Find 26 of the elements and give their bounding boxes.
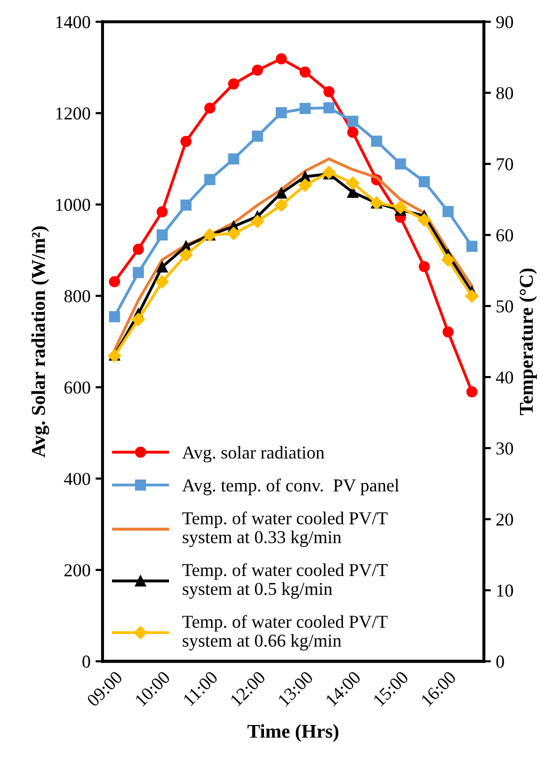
y-tick-label: 0 (82, 656, 90, 668)
y2-axis-title: Temperature (°C) (519, 268, 537, 416)
y-tick-label: 800 (64, 290, 90, 302)
y-tick-label: 400 (64, 472, 90, 486)
y2-tick-label: 0 (496, 656, 504, 668)
legend-label: Temp. of water cooled PV/T system at 0.66 kg/min (182, 614, 388, 650)
y2-tick-label: 20 (496, 513, 514, 526)
y-axis-title: Avg. Solar radiation (W/m²) (31, 226, 50, 458)
y-tick-label: 1400 (56, 16, 90, 28)
legend-label: Temp. of water cooled PV/T system at 0.5 kg/min (182, 563, 388, 599)
y-tick-label: 600 (64, 381, 90, 394)
y2-tick-label: 50 (496, 300, 514, 312)
y-tick-label: 200 (64, 564, 90, 576)
y2-tick-label: 80 (496, 87, 514, 100)
y-tick-label: 1200 (56, 107, 90, 120)
legend-label: Temp. of water cooled PV/T system at 0.33 kg/min (182, 512, 388, 547)
y2-tick-label: 60 (496, 229, 514, 242)
legend-label: Avg. solar radiation (182, 446, 324, 462)
legend-label: Avg. temp. of conv. PV panel (182, 478, 399, 496)
y2-tick-label: 40 (496, 371, 514, 384)
y2-tick-label: 30 (496, 442, 514, 455)
y2-tick-label: 90 (496, 16, 514, 28)
y-tick-label: 1000 (56, 198, 90, 211)
x-axis-title: Time (Hrs) (248, 724, 338, 742)
y2-tick-label: 70 (496, 158, 514, 170)
y2-tick-label: 10 (497, 584, 514, 597)
